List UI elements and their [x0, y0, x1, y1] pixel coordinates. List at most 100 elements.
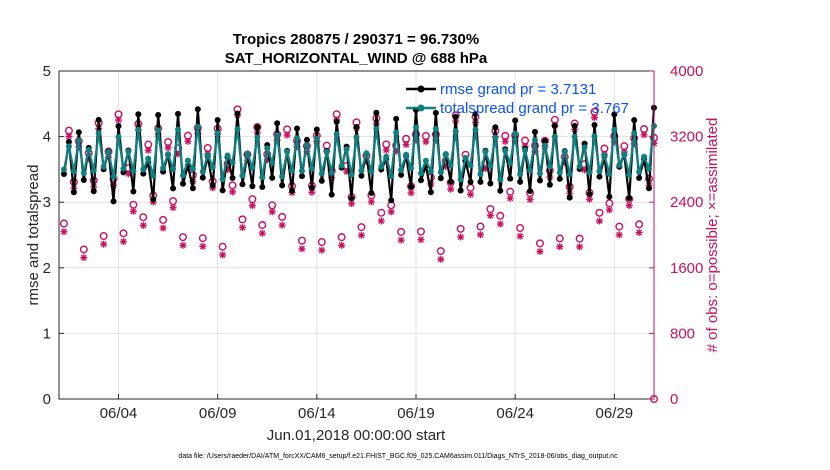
- rmse-point: [472, 111, 479, 118]
- rmse-point: [189, 185, 196, 192]
- obs-assimilated-marker: [506, 194, 514, 202]
- obs-assimilated-marker: [516, 232, 524, 240]
- rmse-point: [259, 183, 266, 190]
- y-tick-label-left: 3: [43, 194, 51, 211]
- totalspread-point: [175, 126, 181, 133]
- rmse-point: [566, 194, 573, 201]
- obs-assimilated-marker: [80, 254, 88, 262]
- obs-possible-marker: [139, 213, 148, 222]
- totalspread-point: [368, 168, 375, 175]
- rmse-point: [527, 187, 534, 194]
- rmse-point: [536, 177, 543, 184]
- rmse-point: [179, 180, 186, 187]
- totalspread-point: [621, 150, 628, 157]
- rmse-point: [492, 124, 499, 131]
- obs-assimilated-marker: [437, 255, 445, 263]
- totalspread-point: [432, 125, 439, 132]
- y-tick-label-left: 1: [43, 325, 51, 342]
- totalspread-point: [408, 165, 415, 172]
- totalspread-point: [90, 167, 97, 174]
- obs-assimilated-marker: [338, 241, 346, 249]
- obs-assimilated-marker: [457, 233, 465, 241]
- totalspread-point: [363, 150, 370, 157]
- y-tick-label-right: 0: [670, 391, 678, 408]
- totalspread-point: [160, 165, 167, 172]
- totalspread-point: [95, 130, 102, 137]
- obs-possible-marker: [228, 181, 237, 190]
- obs-assimilated-marker: [60, 228, 68, 236]
- x-tick-label: 06/14: [298, 405, 336, 422]
- obs-possible-marker: [496, 211, 505, 220]
- totalspread-point: [269, 159, 276, 166]
- obs-assimilated-marker: [576, 243, 584, 251]
- totalspread-point: [447, 162, 454, 169]
- totalspread-point: [110, 173, 117, 180]
- rmse-point: [313, 126, 320, 133]
- obs-assimilated-marker: [591, 114, 598, 122]
- obs-assimilated-marker: [298, 245, 306, 253]
- x-tick-label: 06/09: [199, 405, 237, 422]
- rmse-point: [373, 109, 380, 116]
- obs-assimilated-marker: [144, 146, 152, 154]
- totalspread-point: [323, 148, 330, 155]
- obs-possible-marker: [605, 199, 614, 208]
- totalspread-point: [199, 168, 206, 175]
- obs-possible-marker: [59, 219, 68, 228]
- y-axis-label-left: rmse and totalspread: [25, 165, 42, 306]
- axes: 0 1 2 3 4 5 0 800 1600 2400 3200 4000 06/04 06/09 06/1…: [43, 63, 704, 422]
- totalspread-line: [62, 125, 656, 180]
- totalspread-point: [541, 142, 548, 149]
- obs-possible-marker: [476, 222, 485, 231]
- rmse-point: [229, 175, 236, 182]
- y-tick-label-left: 0: [43, 391, 51, 408]
- rmse-point: [348, 195, 355, 202]
- obs-possible-marker: [535, 239, 544, 248]
- totalspread-point: [601, 152, 608, 159]
- totalspread-point: [576, 163, 583, 170]
- rmse-point: [546, 181, 553, 188]
- totalspread-point: [571, 133, 578, 140]
- rmse-point: [303, 136, 310, 143]
- obs-assimilated-marker: [184, 137, 192, 145]
- x-axis-label: Jun.01,2018 00:00:00 start: [267, 427, 446, 444]
- rmse-point: [70, 189, 77, 196]
- rmse-point: [333, 118, 340, 125]
- rmse-point: [75, 129, 82, 136]
- totalspread-point: [343, 146, 350, 153]
- totalspread-point: [383, 153, 390, 160]
- totalspread-point: [393, 129, 400, 136]
- obs-assimilated-marker: [357, 231, 365, 239]
- obs-assimilated-marker: [556, 243, 564, 251]
- totalspread-point: [289, 167, 296, 174]
- totalspread-point: [189, 165, 196, 172]
- totalspread-point: [378, 163, 385, 170]
- x-tick-label: 06/24: [496, 405, 534, 422]
- obs-assimilated-marker: [625, 202, 633, 210]
- rmse-point: [487, 180, 494, 187]
- totalspread-point: [219, 176, 226, 183]
- rmse-point: [398, 171, 405, 178]
- x-tick-label: 06/19: [397, 405, 435, 422]
- totalspread-point: [85, 146, 92, 153]
- obs-assimilated-marker: [318, 246, 326, 254]
- obs-assimilated-marker: [119, 238, 127, 246]
- totalspread-point: [229, 159, 236, 166]
- totalspread-point: [606, 170, 613, 177]
- totalspread-point: [472, 126, 479, 133]
- rmse-point: [95, 116, 102, 123]
- totalspread-point: [646, 165, 653, 172]
- obs-assimilated-marker: [348, 200, 356, 208]
- rmse-point: [130, 188, 137, 195]
- totalspread-point: [522, 147, 529, 154]
- rmse-point: [60, 170, 67, 177]
- chart-title: Tropics 280875 / 290371 = 96.730%: [233, 31, 479, 48]
- obs-assimilated-marker: [496, 220, 504, 228]
- rmse-point: [353, 124, 360, 131]
- totalspread-point: [427, 168, 434, 175]
- totalspread-point: [527, 167, 534, 174]
- totalspread-point: [442, 150, 449, 157]
- obs-assimilated-marker: [382, 146, 390, 154]
- totalspread-point: [75, 137, 82, 144]
- totalspread-point: [125, 148, 132, 155]
- totalspread-point: [512, 130, 519, 137]
